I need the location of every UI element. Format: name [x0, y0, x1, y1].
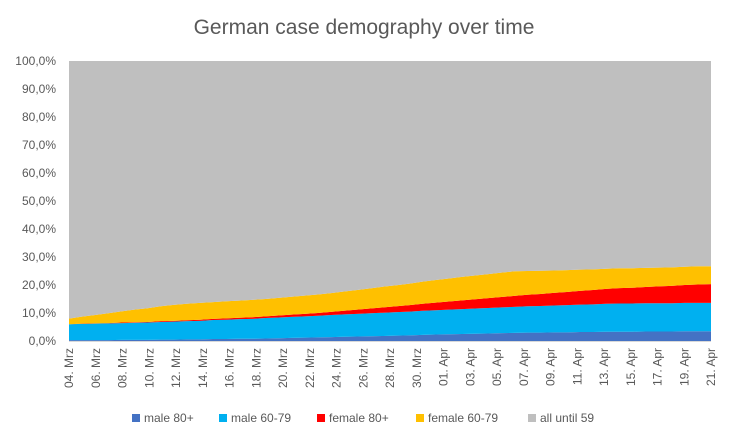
- x-tick-label: 01. Apr: [437, 348, 451, 386]
- x-axis: 04. Mrz 06. Mrz 08. Mrz 10. Mrz 12. Mrz 14. M…: [62, 341, 718, 388]
- legend-swatch: [219, 414, 227, 422]
- y-tick-label: 10,0%: [22, 306, 56, 320]
- y-tick-label: 20,0%: [22, 278, 56, 292]
- area-series-4: [69, 266, 711, 325]
- y-tick-label: 90,0%: [22, 82, 56, 96]
- legend-label: male 80+: [144, 411, 194, 425]
- y-tick-label: 60,0%: [22, 166, 56, 180]
- legend-swatch: [528, 414, 536, 422]
- x-tick-label: 04. Mrz: [62, 348, 76, 388]
- x-tick-label: 28. Mrz: [383, 348, 397, 388]
- legend-label: female 60-79: [428, 411, 498, 425]
- y-tick-label: 50,0%: [22, 194, 56, 208]
- area-series-2: [69, 302, 711, 341]
- x-tick-label: 06. Mrz: [89, 348, 103, 388]
- x-tick-label: 15. Apr: [624, 348, 638, 386]
- x-tick-label: 09. Apr: [544, 348, 558, 386]
- area-series-1: [69, 331, 711, 341]
- x-tick-label: 21. Apr: [704, 348, 718, 386]
- x-tick-label: 19. Apr: [677, 348, 691, 386]
- area-series-5: [69, 61, 711, 319]
- area-series-3: [69, 284, 711, 325]
- x-tick-label: 18. Mrz: [249, 348, 263, 388]
- legend-label: all until 59: [540, 411, 594, 425]
- plot-area: [69, 61, 711, 341]
- x-tick-label: 24. Mrz: [330, 348, 344, 388]
- y-tick-label: 100,0%: [15, 54, 56, 68]
- legend-label: female 80+: [329, 411, 389, 425]
- legend: male 80+ male 60-79 female 80+ female 60-79…: [132, 411, 594, 425]
- legend-label: male 60-79: [231, 411, 291, 425]
- x-tick-label: 03. Apr: [463, 348, 477, 386]
- x-tick-label: 17. Apr: [651, 348, 665, 386]
- y-tick-label: 40,0%: [22, 222, 56, 236]
- x-tick-label: 14. Mrz: [196, 348, 210, 388]
- x-tick-label: 10. Mrz: [142, 348, 156, 388]
- x-tick-label: 08. Mrz: [116, 348, 130, 388]
- x-tick-label: 22. Mrz: [303, 348, 317, 388]
- x-tick-label: 30. Mrz: [410, 348, 424, 388]
- x-tick-label: 20. Mrz: [276, 348, 290, 388]
- y-tick-label: 80,0%: [22, 110, 56, 124]
- x-tick-label: 12. Mrz: [169, 348, 183, 388]
- y-tick-label: 70,0%: [22, 138, 56, 152]
- x-tick-label: 26. Mrz: [356, 348, 370, 388]
- x-tick-label: 11. Apr: [570, 348, 584, 385]
- y-tick-label: 0,0%: [29, 334, 57, 348]
- chart-title: German case demography over time: [194, 16, 535, 39]
- legend-swatch: [317, 414, 325, 422]
- x-tick-label: 13. Apr: [597, 348, 611, 386]
- x-tick-label: 16. Mrz: [223, 348, 237, 388]
- legend-swatch: [416, 414, 424, 422]
- x-tick-label: 05. Apr: [490, 348, 504, 386]
- y-axis: 0,0% 10,0% 20,0% 30,0% 40,0% 50,0% 60,0% 70,0% 8…: [15, 54, 56, 348]
- legend-swatch: [132, 414, 140, 422]
- y-tick-label: 30,0%: [22, 250, 56, 264]
- x-tick-label: 07. Apr: [517, 348, 531, 386]
